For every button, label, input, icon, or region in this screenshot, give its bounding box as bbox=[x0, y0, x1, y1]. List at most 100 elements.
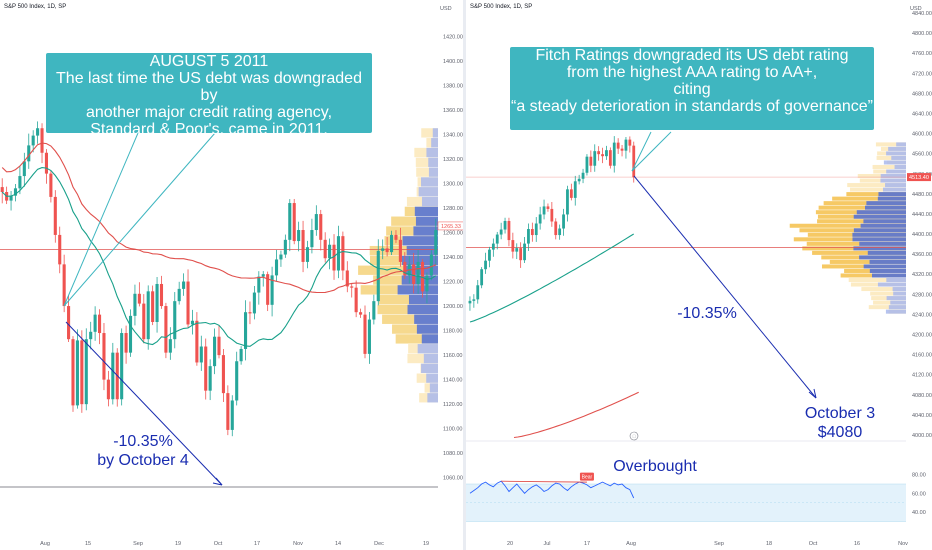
y-axis-tick-label: 4560.00 bbox=[912, 152, 932, 158]
annotation-pointer-line bbox=[631, 131, 652, 172]
y-axis-tick-label: 4040.00 bbox=[912, 413, 932, 419]
candle-body bbox=[248, 312, 252, 314]
y-axis-tick-label: 4600.00 bbox=[912, 132, 932, 138]
y-axis-tick-label: 1360.00 bbox=[443, 108, 463, 114]
volume-profile-bar bbox=[877, 196, 906, 201]
volume-profile-bar bbox=[876, 155, 906, 160]
volume-profile-bar bbox=[829, 259, 906, 264]
volume-profile-bar bbox=[863, 264, 906, 269]
candle-body bbox=[195, 320, 199, 363]
candle-body bbox=[581, 172, 585, 179]
candle-body bbox=[305, 247, 310, 262]
volume-profile-bar bbox=[402, 236, 438, 246]
y-axis-tick-label: 1340.00 bbox=[443, 132, 463, 138]
candle-body bbox=[616, 142, 620, 149]
candle-body bbox=[164, 306, 168, 353]
volume-profile-bar bbox=[832, 196, 906, 201]
y-axis-tick-label: 1060.00 bbox=[443, 476, 463, 482]
bear-tag-label: Bear bbox=[582, 475, 593, 481]
volume-profile-bar bbox=[382, 314, 438, 324]
candle-body bbox=[573, 181, 577, 198]
right-chart-panel: S&P 500 Index, 1D, SP USD 4840.00 4800.00… bbox=[466, 0, 932, 550]
candle-body bbox=[31, 135, 35, 146]
time-axis-label: Oct bbox=[214, 541, 223, 547]
candle-body bbox=[27, 145, 31, 162]
left-annotation-box: AUGUST 5 2011 The last time the US debt … bbox=[46, 53, 372, 138]
y-axis-tick-label: 4200.00 bbox=[912, 333, 932, 339]
volume-profile-bar bbox=[870, 291, 906, 296]
volume-profile-bar bbox=[421, 334, 438, 344]
oscillator-tick-label: 40.00 bbox=[912, 510, 926, 516]
candle-body bbox=[620, 148, 624, 151]
volume-profile-bar bbox=[852, 232, 906, 237]
candle-body bbox=[151, 291, 155, 322]
right-price-chart[interactable]: 4840.00 4800.00 4760.00 4720.00 4680.00 4640.… bbox=[466, 0, 932, 550]
volume-profile-bar bbox=[853, 214, 906, 219]
candle-body bbox=[632, 145, 636, 178]
candle-body bbox=[97, 314, 102, 334]
candle-body bbox=[425, 275, 429, 292]
panel-divider[interactable] bbox=[463, 0, 466, 550]
candle-body bbox=[186, 281, 190, 325]
candle-body bbox=[585, 156, 589, 173]
volume-profile-bar bbox=[395, 334, 438, 344]
volume-profile-bar bbox=[428, 157, 438, 167]
volume-profile-bar bbox=[850, 187, 906, 192]
time-axis-label: Nov bbox=[293, 541, 303, 547]
volume-profile-bar bbox=[421, 128, 438, 138]
candle-body bbox=[412, 264, 416, 284]
moving-average-line-short bbox=[469, 233, 634, 323]
volume-profile-bar bbox=[885, 183, 906, 188]
volume-profile-bar bbox=[846, 192, 906, 197]
volume-profile-bar bbox=[878, 192, 906, 197]
candle-body bbox=[213, 336, 217, 367]
volume-profile-bar bbox=[421, 196, 438, 207]
candle-body bbox=[190, 320, 195, 325]
bear-tag bbox=[579, 472, 594, 481]
divergence-line bbox=[501, 480, 587, 483]
y-axis-tick-label: 1220.00 bbox=[443, 280, 463, 286]
volume-profile-bar bbox=[892, 287, 906, 292]
volume-profile-bar bbox=[426, 373, 438, 383]
volume-profile-bar bbox=[853, 228, 906, 233]
candle-body bbox=[301, 230, 305, 262]
volume-profile-bar bbox=[423, 353, 438, 364]
y-axis-tick-label: 1380.00 bbox=[443, 83, 463, 89]
volume-profile-bar bbox=[416, 167, 438, 177]
right-symbol-title: S&P 500 Index, 1D, SP bbox=[470, 4, 533, 10]
left-price-chart[interactable]: 1420.00 1400.00 1380.00 1360.00 1340.00 1320.… bbox=[0, 0, 464, 550]
volume-profile-bar bbox=[886, 296, 906, 301]
volume-profile-bar bbox=[429, 383, 438, 393]
time-axis-label: 16 bbox=[854, 541, 860, 547]
volume-profile-bar bbox=[888, 146, 906, 151]
volume-profile-bar bbox=[407, 353, 438, 364]
volume-profile-bar bbox=[392, 324, 438, 334]
candle-body bbox=[133, 293, 137, 316]
volume-profile-bar bbox=[818, 205, 906, 210]
candle-body bbox=[235, 361, 239, 401]
right-currency-label: USD bbox=[910, 6, 922, 12]
volume-profile-bar bbox=[415, 157, 438, 167]
candle-body bbox=[71, 339, 75, 406]
candle-body bbox=[491, 243, 495, 250]
candle-body bbox=[523, 243, 526, 261]
candle-body bbox=[102, 333, 106, 380]
volume-profile-bar bbox=[413, 226, 438, 236]
volume-profile-bar bbox=[885, 309, 906, 314]
volume-profile-bar bbox=[888, 305, 906, 310]
candle-body bbox=[266, 274, 270, 305]
left-chart-panel: S&P 500 Index, 1D, SP USD 1420.00 1400.00… bbox=[0, 0, 464, 550]
volume-profile-bar bbox=[421, 177, 438, 187]
candle-body bbox=[546, 206, 550, 209]
decline-arrow-line bbox=[65, 321, 223, 486]
volume-profile-bar bbox=[417, 344, 438, 354]
candle-body bbox=[58, 234, 62, 265]
candle-body bbox=[554, 221, 558, 236]
volume-profile-bar bbox=[853, 246, 906, 251]
time-axis-label: 17 bbox=[584, 541, 590, 547]
volume-profile-bar bbox=[856, 210, 906, 215]
candle-body bbox=[18, 176, 22, 189]
volume-profile-bar bbox=[812, 250, 906, 255]
candle-body bbox=[566, 189, 569, 215]
volume-profile-bar bbox=[408, 295, 438, 305]
